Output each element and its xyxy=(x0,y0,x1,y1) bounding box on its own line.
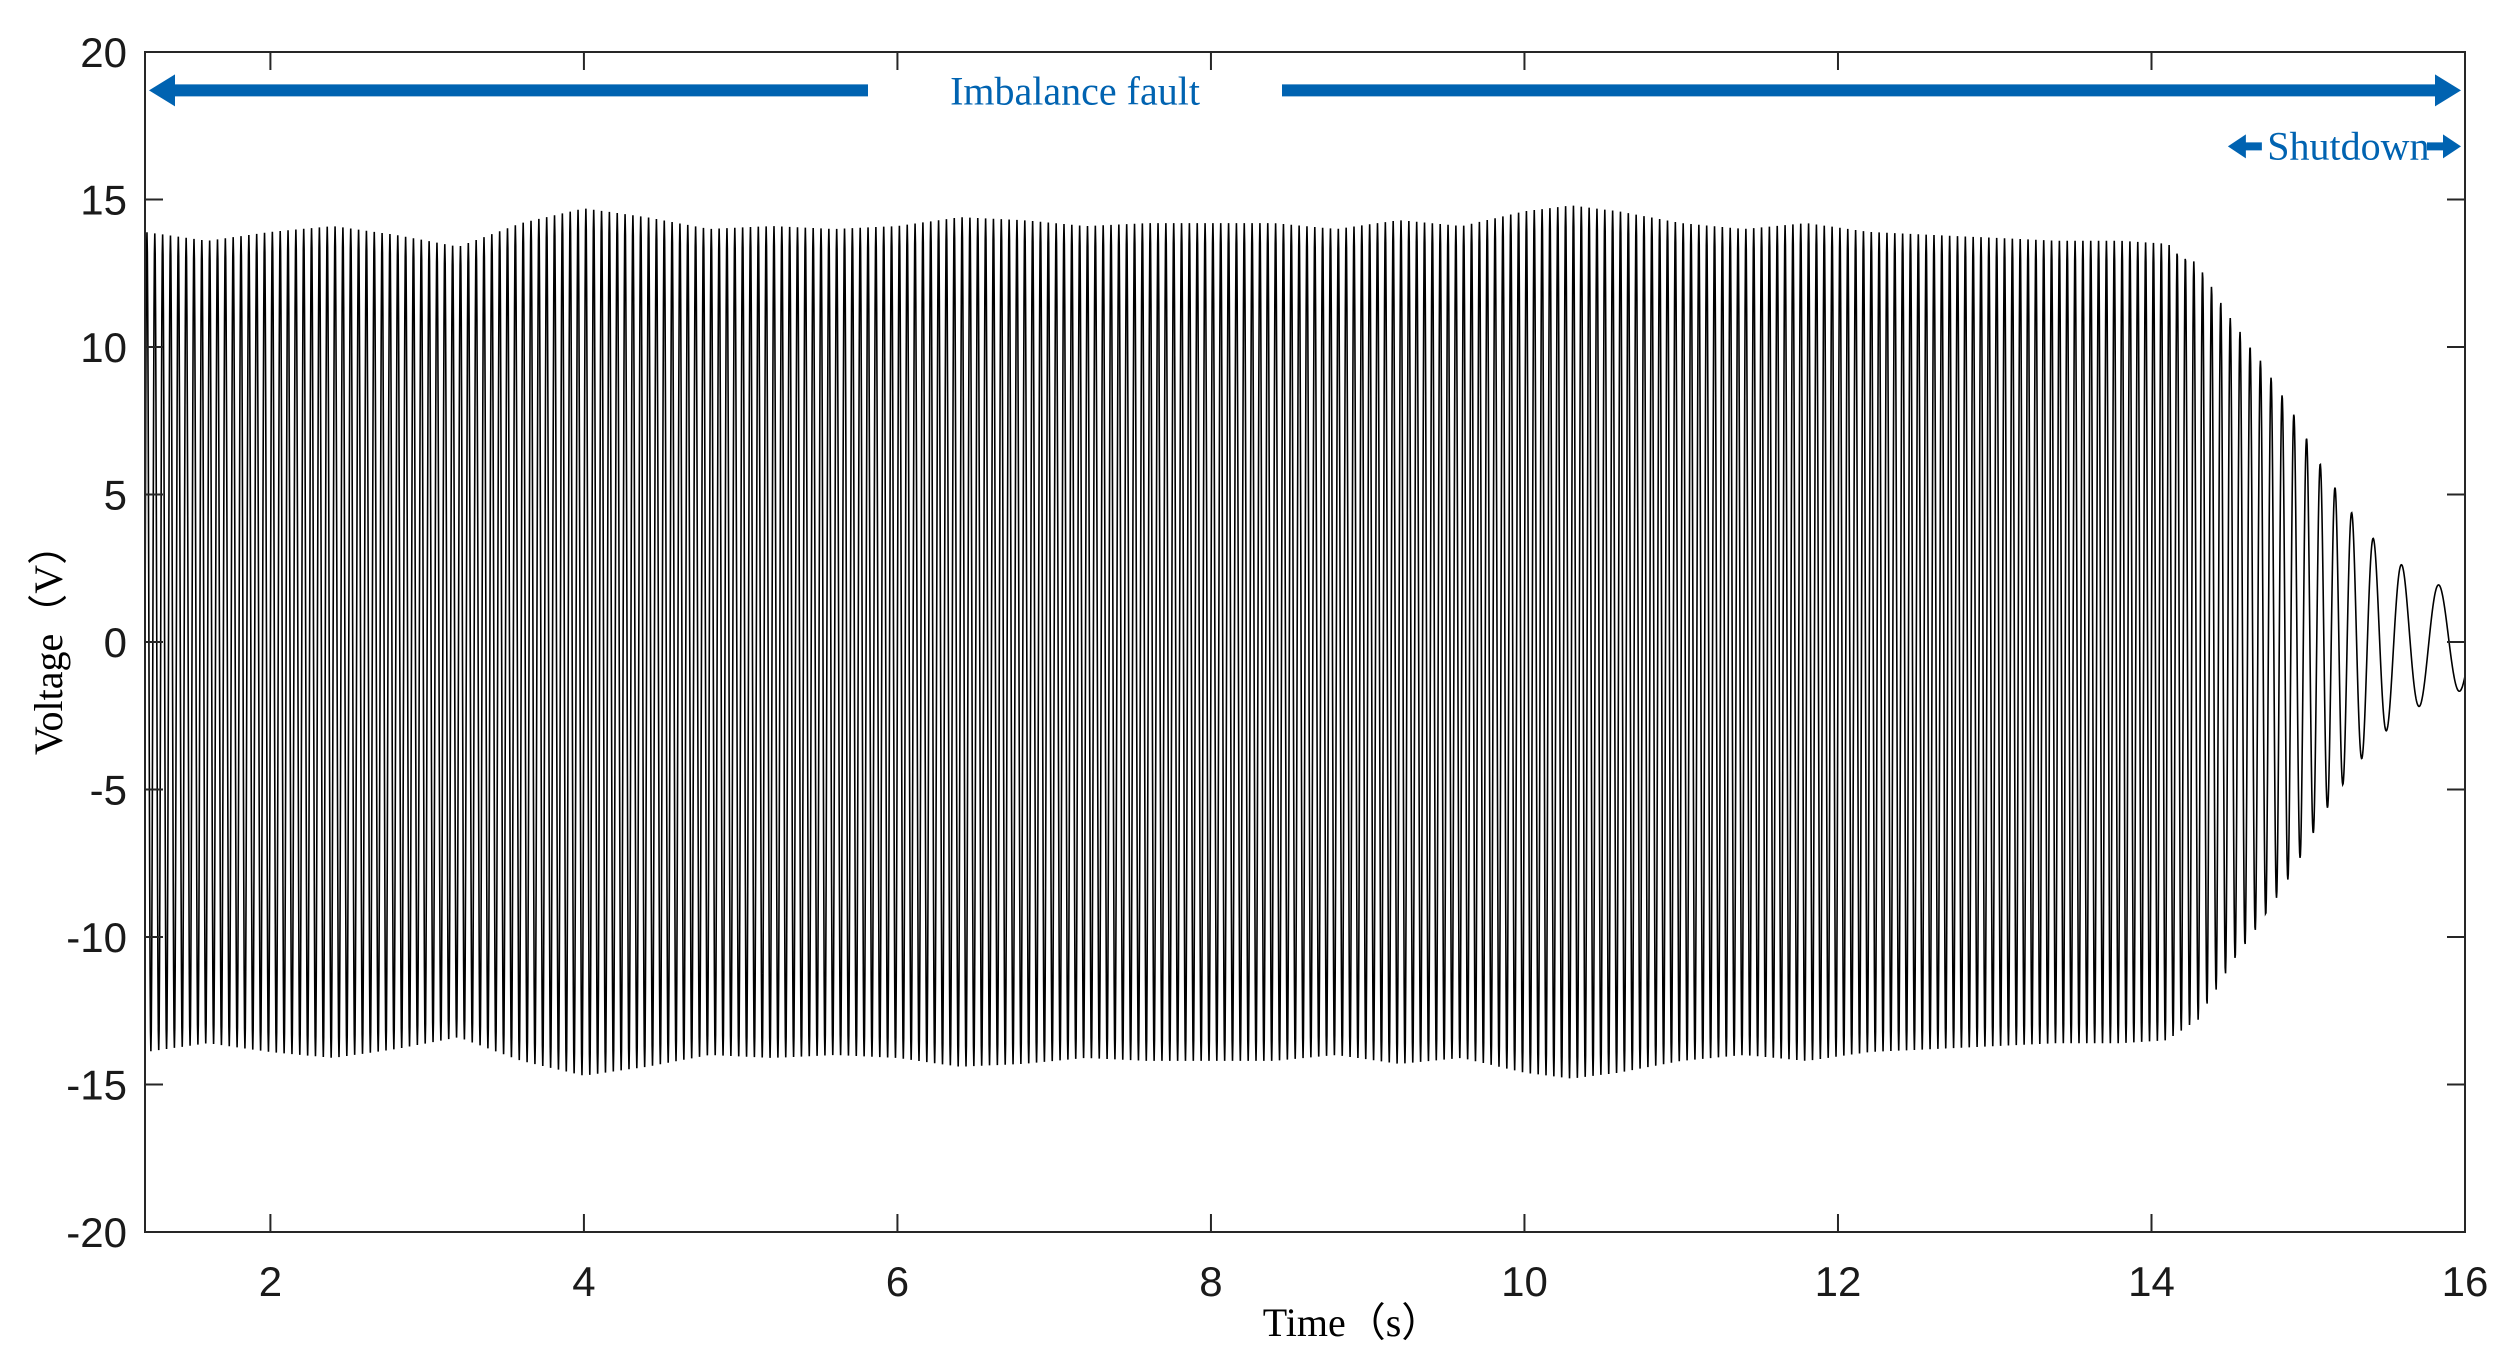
y-axis-ticks: 20 15 10 5 0 -5 -10 -15 -20 xyxy=(66,29,2465,1256)
y-tick-label: -5 xyxy=(90,767,127,814)
y-tick-label: 15 xyxy=(80,177,127,224)
x-axis-ticks: 2 4 6 8 10 12 14 16 xyxy=(259,52,2489,1305)
x-tick-label: 8 xyxy=(1199,1258,1222,1305)
y-tick-label: 0 xyxy=(104,619,127,666)
x-tick-label: 6 xyxy=(886,1258,909,1305)
annotations: Imbalance fault Shutdown xyxy=(149,68,2461,168)
x-axis-label: Time（s） xyxy=(1263,1300,1442,1345)
plot-area xyxy=(144,205,2466,1079)
x-tick-label: 14 xyxy=(2128,1258,2175,1305)
arrow-head-right xyxy=(2443,134,2461,159)
y-tick-label: -15 xyxy=(66,1062,127,1109)
arrow-head-left xyxy=(2227,134,2246,159)
y-tick-label: 5 xyxy=(104,472,127,519)
arrow-head-left xyxy=(149,74,175,107)
x-tick-label: 2 xyxy=(259,1258,282,1305)
imbalance-fault-label: Imbalance fault xyxy=(950,68,1200,113)
x-tick-label: 12 xyxy=(1815,1258,1862,1305)
y-tick-label: 10 xyxy=(80,324,127,371)
y-tick-label: 20 xyxy=(80,29,127,76)
y-tick-label: -10 xyxy=(66,914,127,961)
arrow-head-right xyxy=(2435,74,2461,107)
shutdown-label: Shutdown xyxy=(2267,123,2429,168)
y-tick-label: -20 xyxy=(66,1209,127,1256)
voltage-series-line xyxy=(144,205,2466,1079)
x-tick-label: 4 xyxy=(572,1258,595,1305)
x-tick-label: 16 xyxy=(2442,1258,2489,1305)
x-tick-label: 10 xyxy=(1501,1258,1548,1305)
y-axis-label: Voltage（V） xyxy=(26,525,71,755)
